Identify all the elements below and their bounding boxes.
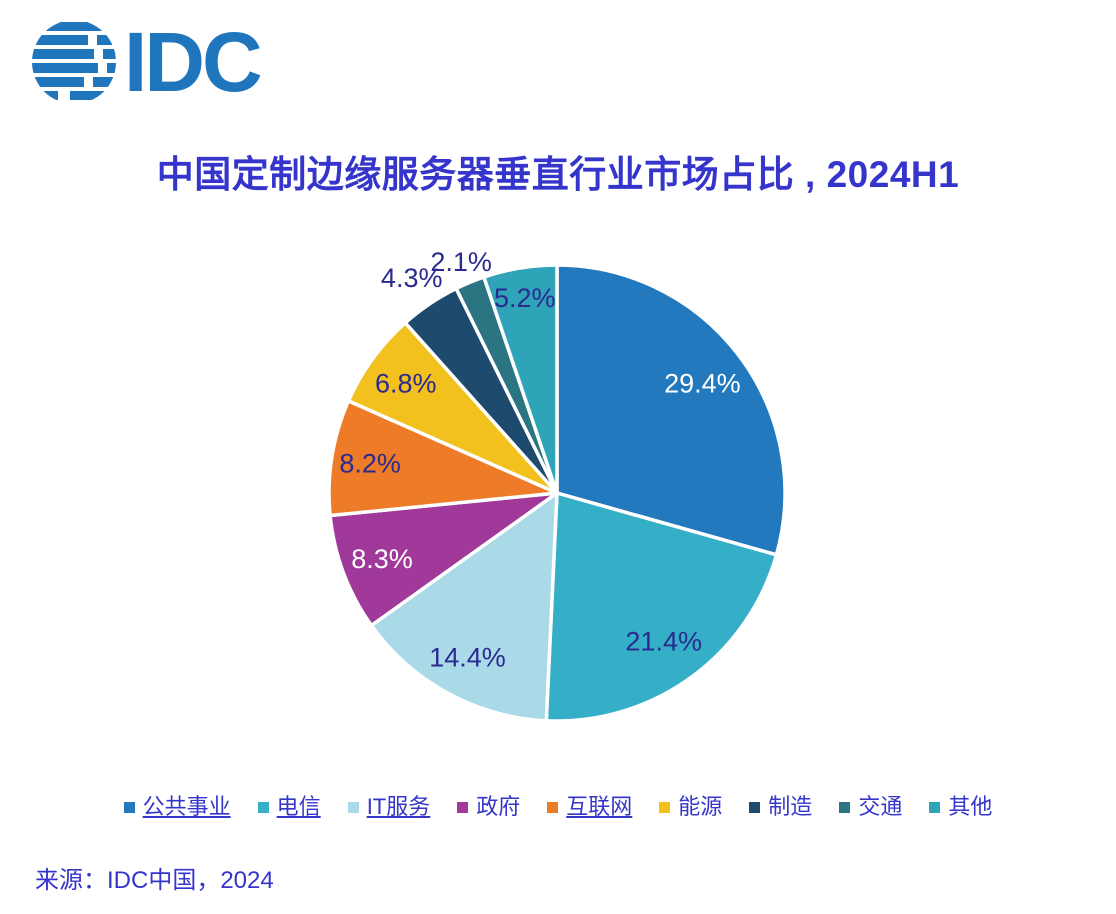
chart-legend: 公共事业 电信 IT服务 政府 互联网 能源 制造 交通 其他 bbox=[0, 794, 1116, 820]
legend-item-4: 政府 bbox=[457, 794, 520, 820]
pie-chart-area: 29.4% 21.4% 14.4% 8.3% 8.2% 6.8% 4.3% 2.1% 5.2% bbox=[277, 213, 837, 773]
pie-slice-4 bbox=[328, 491, 559, 628]
legend-marker-icon bbox=[547, 801, 559, 813]
idc-globe-icon bbox=[32, 22, 116, 100]
legend-marker-icon bbox=[123, 801, 135, 813]
legend-item-2: 电信 bbox=[257, 794, 321, 820]
idc-logo-text: IDC bbox=[124, 15, 263, 109]
legend-marker-icon bbox=[749, 801, 761, 813]
legend-label-7: 制造 bbox=[768, 794, 813, 819]
legend-label-3[interactable]: IT服务 bbox=[366, 794, 431, 819]
legend-label-1[interactable]: 公共事业 bbox=[142, 794, 231, 819]
legend-item-1: 公共事业 bbox=[123, 794, 231, 820]
legend-marker-icon bbox=[457, 801, 469, 813]
legend-item-5: 互联网 bbox=[547, 794, 632, 820]
pie-chart: 29.4% 21.4% 14.4% 8.3% 8.2% 6.8% 4.3%2.1%5.2% bbox=[327, 247, 787, 723]
legend-label-4: 政府 bbox=[476, 794, 521, 819]
legend-marker-icon bbox=[257, 801, 269, 813]
legend-label-2[interactable]: 电信 bbox=[276, 794, 321, 819]
legend-label-9: 其他 bbox=[948, 794, 993, 819]
pie-slice-1 bbox=[555, 263, 787, 557]
pie-label-4: 8.3% bbox=[351, 544, 413, 574]
pie-label-9: 5.2% bbox=[494, 283, 556, 313]
pie-label-6: 6.8% bbox=[375, 368, 437, 398]
legend-label-6: 能源 bbox=[678, 794, 723, 819]
source-note: 来源：IDC中国，2024 bbox=[35, 867, 274, 894]
pie-slice-2 bbox=[544, 491, 779, 723]
legend-item-3: IT服务 bbox=[347, 794, 431, 820]
pie-label-2: 21.4% bbox=[625, 626, 702, 656]
idc-logo: IDC bbox=[30, 15, 263, 109]
legend-label-8: 交通 bbox=[858, 794, 903, 819]
chart-title: 中国定制边缘服务器垂直行业市场占比 , 2024H1 bbox=[156, 154, 960, 195]
legend-item-6: 能源 bbox=[659, 794, 722, 820]
legend-label-5[interactable]: 互联网 bbox=[566, 794, 633, 819]
legend-item-8: 交通 bbox=[839, 794, 902, 820]
pie-slice-3 bbox=[369, 491, 559, 723]
legend-marker-icon bbox=[347, 801, 359, 813]
pie-slice-5 bbox=[327, 399, 559, 518]
pie-label-1: 29.4% bbox=[664, 368, 741, 398]
legend-marker-icon bbox=[929, 801, 941, 813]
pie-label-8: 2.1% bbox=[430, 247, 492, 277]
legend-item-9: 其他 bbox=[929, 794, 992, 820]
pie-label-5: 8.2% bbox=[339, 449, 401, 479]
pie-label-7: 4.3% bbox=[381, 263, 443, 293]
legend-item-7: 制造 bbox=[749, 794, 812, 820]
legend-marker-icon bbox=[659, 801, 671, 813]
pie-label-3: 14.4% bbox=[429, 643, 506, 673]
pie-slice-9 bbox=[482, 263, 559, 495]
legend-marker-icon bbox=[839, 801, 851, 813]
